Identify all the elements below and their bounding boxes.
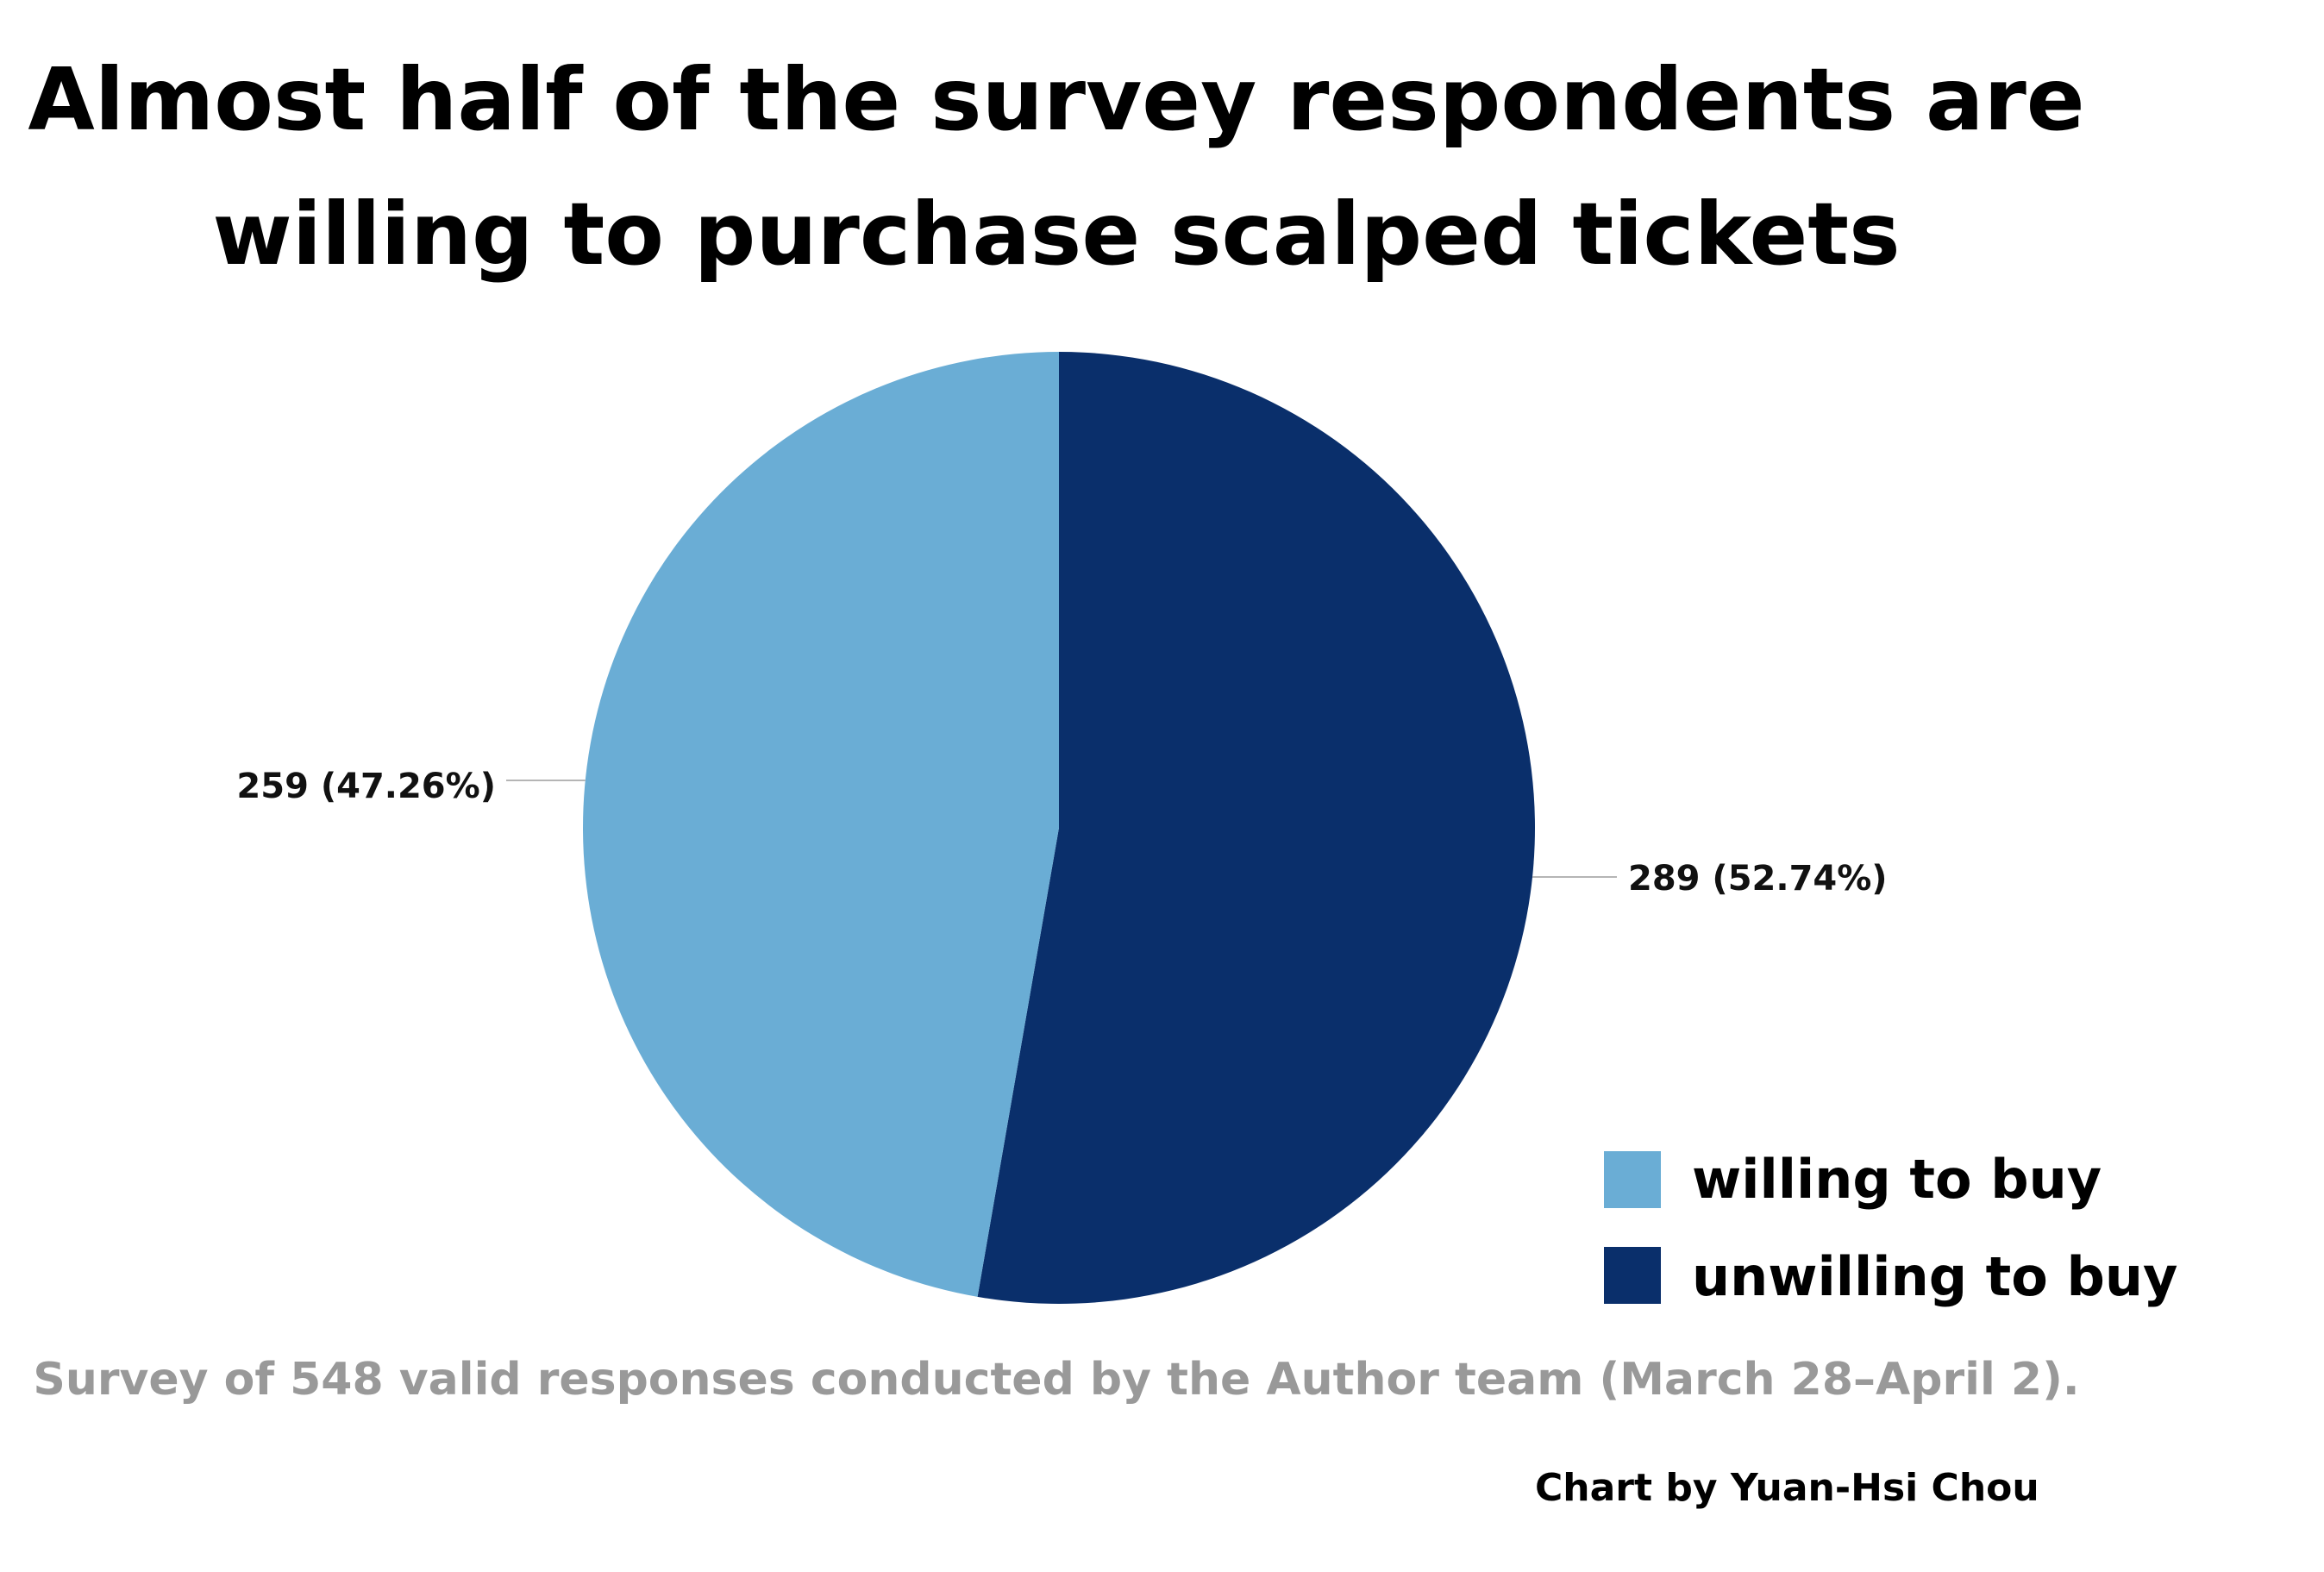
- legend-label-willing: willing to buy: [1692, 1148, 2102, 1211]
- legend-swatch-unwilling: [1604, 1247, 1661, 1304]
- pie-slice-willing: [583, 352, 1059, 1297]
- legend: willing to buy unwilling to buy: [1604, 1148, 2177, 1308]
- chart-title-line-1: Almost half of the survey respondents ar…: [28, 49, 2085, 150]
- slice-label-willing: 259 (47.26%): [236, 767, 496, 806]
- chart-title-line-2: willing to purchase scalped tickets: [212, 184, 1901, 285]
- legend-label-unwilling: unwilling to buy: [1692, 1245, 2177, 1308]
- label-leader-lines: [506, 780, 1617, 878]
- survey-note: Survey of 548 valid responses conducted …: [33, 1354, 2080, 1406]
- pie-slices: [583, 352, 1536, 1304]
- chart-title: Almost half of the survey respondents ar…: [0, 33, 2113, 302]
- slice-label-unwilling: 289 (52.74%): [1628, 859, 1888, 899]
- chart-credit: Chart by Yuan-Hsi Chou: [1535, 1466, 2039, 1510]
- pie-slice-unwilling: [977, 352, 1536, 1304]
- legend-swatch-willing: [1604, 1151, 1661, 1208]
